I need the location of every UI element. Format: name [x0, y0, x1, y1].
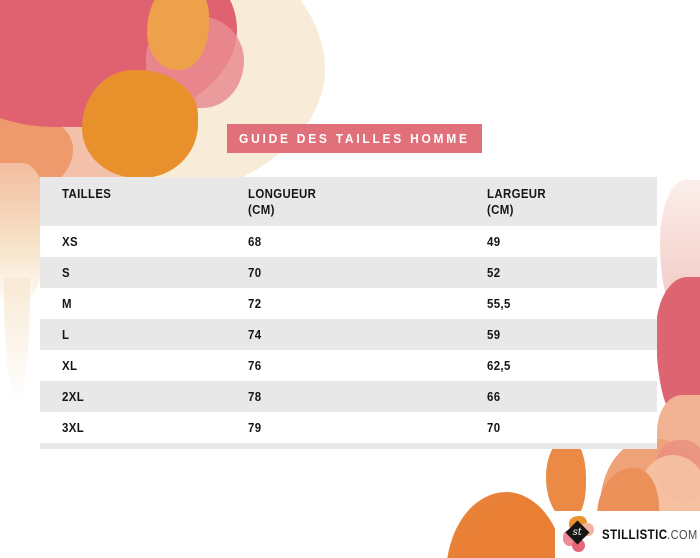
cell-largeur: 49	[487, 233, 501, 249]
cell-longueur: 79	[248, 419, 262, 435]
cell-longueur: 78	[248, 388, 262, 404]
cell-largeur: 55,5	[487, 295, 511, 311]
brand-domain-suffix: .COM	[667, 526, 698, 542]
table-row-l: L 74 59	[40, 319, 657, 350]
header-longueur: LONGUEUR (CM)	[248, 186, 317, 218]
table-row-xl: XL 76 62,5	[40, 350, 657, 381]
splash-topleft-rose	[0, 0, 237, 127]
splash-topleft-orange-upper	[147, 0, 209, 70]
size-guide-banner: GUIDE DES TAILLES HOMME	[227, 124, 482, 153]
header-largeur: LARGEUR (CM)	[487, 186, 547, 218]
splash-topleft-pink	[146, 16, 244, 108]
splash-left-trickle-tail	[4, 278, 30, 403]
splash-right-rose	[656, 277, 700, 417]
cell-size: XS	[62, 233, 78, 249]
cell-largeur: 70	[487, 419, 501, 435]
cell-longueur: 72	[248, 295, 262, 311]
cell-longueur: 68	[248, 233, 262, 249]
cell-largeur: 66	[487, 388, 501, 404]
cell-longueur: 74	[248, 326, 262, 342]
splash-topleft-orange	[82, 70, 198, 178]
splash-bottomright-pink	[655, 440, 700, 502]
cell-largeur: 62,5	[487, 357, 511, 373]
size-table: TAILLES LONGUEUR (CM) LARGEUR (CM) XS 68…	[40, 177, 657, 449]
brand-logo-icon: st	[561, 514, 599, 556]
cell-longueur: 70	[248, 264, 262, 280]
splash-bottom-orange-blob	[446, 492, 566, 558]
cell-size: XL	[62, 357, 78, 373]
cell-size: L	[62, 326, 70, 342]
header-tailles: TAILLES	[62, 186, 112, 201]
cell-largeur: 52	[487, 264, 501, 280]
cell-longueur: 76	[248, 357, 262, 373]
table-bottom-strip	[40, 443, 657, 449]
splash-topleft-peach	[0, 15, 198, 193]
splash-right-lightpink	[660, 180, 700, 318]
cell-size: 2XL	[62, 388, 85, 404]
cell-size: 3XL	[62, 419, 85, 435]
brand-logo: st STILLISTIC.COM	[555, 511, 700, 558]
table-row-m: M 72 55,5	[40, 288, 657, 319]
table-row-s: S 70 52	[40, 257, 657, 288]
splash-right-salmon	[657, 395, 700, 477]
table-row-3xl: 3XL 79 70	[40, 412, 657, 443]
logo-monogram: st	[572, 526, 583, 537]
table-row-2xl: 2XL 78 66	[40, 381, 657, 412]
cell-largeur: 59	[487, 326, 501, 342]
splash-orange-mushroom	[546, 438, 586, 520]
brand-logo-text: STILLISTIC.COM	[602, 526, 700, 544]
brand-name: STILLISTIC	[602, 526, 668, 542]
splash-topleft-cream-lobe	[183, 52, 295, 134]
banner-title: GUIDE DES TAILLES HOMME	[239, 131, 470, 146]
cell-size: M	[62, 295, 72, 311]
cell-size: S	[62, 264, 70, 280]
table-row-xs: XS 68 49	[40, 226, 657, 257]
table-header-row: TAILLES LONGUEUR (CM) LARGEUR (CM)	[40, 177, 657, 226]
